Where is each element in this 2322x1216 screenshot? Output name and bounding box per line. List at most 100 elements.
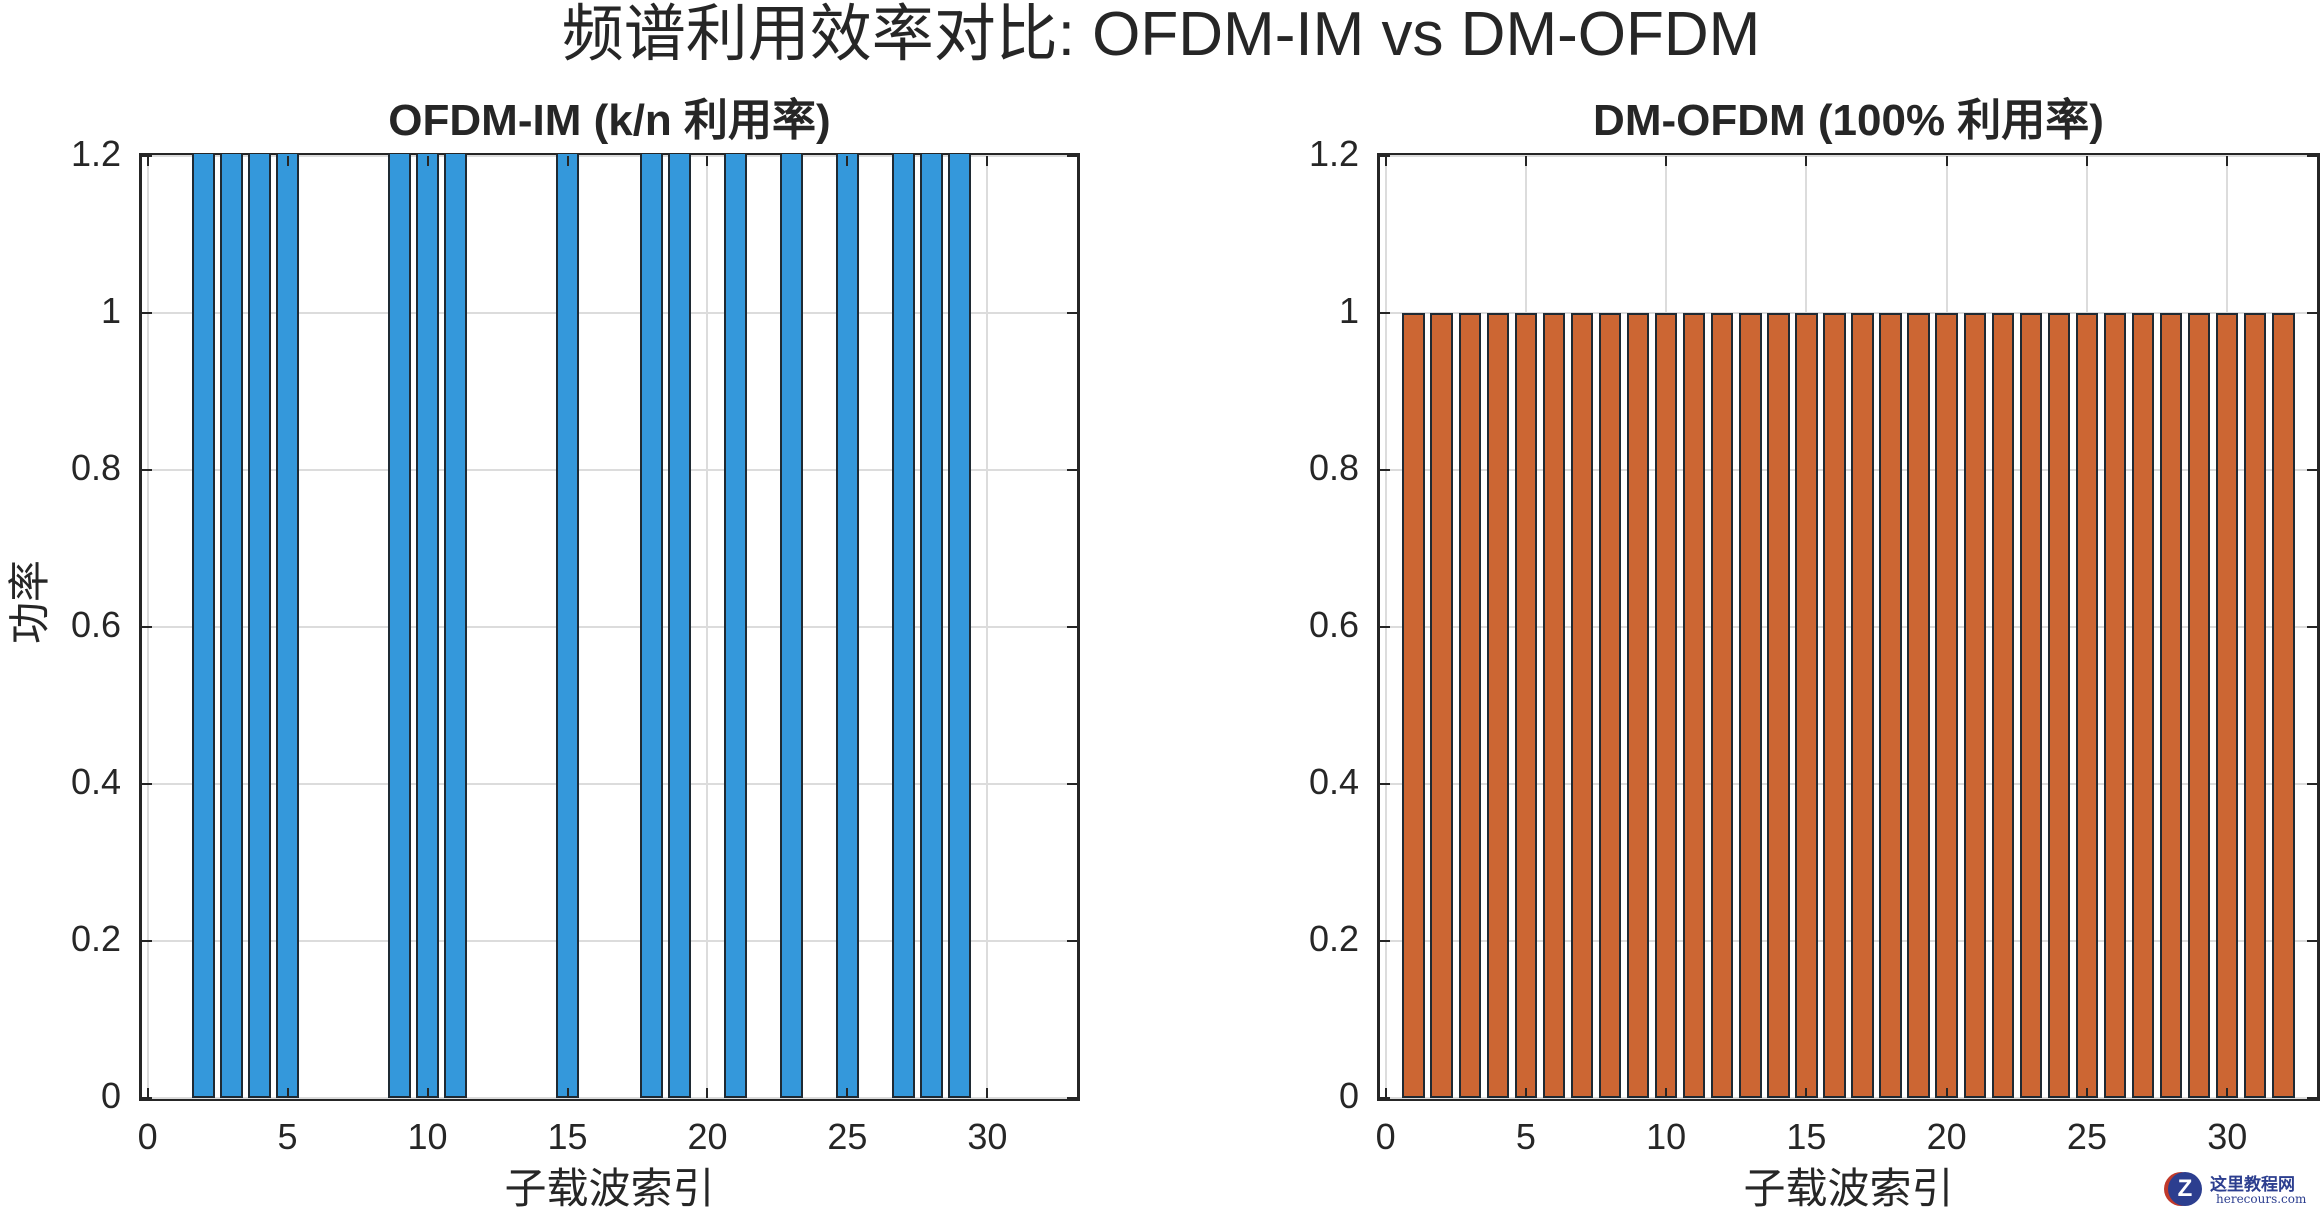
y-tick-mark (142, 626, 152, 628)
bar (1711, 313, 1734, 1098)
y-tick-mark (2307, 1097, 2317, 1099)
subplot-title: DM-OFDM (100% 利用率) (1593, 96, 2104, 145)
x-axis-label: 子载波索引 (1743, 1165, 1954, 1212)
x-tick-mark (426, 156, 429, 166)
bar (1682, 313, 1706, 1098)
x-tick-mark (1665, 156, 1668, 166)
bar (668, 154, 691, 1098)
x-tick-label: 20 (1926, 1116, 1967, 1157)
bar (416, 154, 439, 1098)
bar (640, 154, 663, 1098)
x-tick-label: 15 (1786, 1116, 1827, 1157)
x-tick-mark (2085, 1088, 2088, 1098)
bar (780, 154, 803, 1098)
bar (220, 154, 243, 1098)
y-tick-mark (2307, 940, 2317, 942)
bar (2131, 313, 2155, 1098)
x-axis-label: 子载波索引 (504, 1165, 715, 1212)
y-tick-mark (142, 940, 152, 942)
y-tick-label: 1 (1338, 290, 1359, 331)
bar (2075, 313, 2099, 1098)
y-tick-mark (1380, 783, 1390, 785)
bar (1514, 313, 1538, 1098)
watermark-cn-text: 这里教程网 (2210, 1175, 2295, 1195)
y-tick-mark (1380, 312, 1390, 314)
x-tick-mark (2226, 1088, 2229, 1098)
bar (892, 154, 915, 1098)
bar (1430, 313, 1453, 1098)
grid-line-vertical (706, 156, 709, 1098)
y-tick-mark (2307, 626, 2317, 628)
y-tick-mark (2307, 469, 2317, 471)
x-tick-label: 30 (2207, 1116, 2248, 1157)
x-tick-mark (1384, 1088, 1387, 1098)
plot-area (139, 153, 1080, 1101)
y-tick-label: 0 (1338, 1075, 1359, 1116)
y-tick-label: 0.8 (1308, 447, 1359, 488)
y-tick-label: 0.6 (1308, 604, 1359, 645)
x-tick-mark (1945, 1088, 1948, 1098)
y-tick-label: 1.2 (1308, 133, 1359, 174)
bar (1458, 313, 1481, 1098)
y-tick-mark (142, 469, 152, 471)
bar (1851, 313, 1874, 1098)
bar (1654, 313, 1678, 1098)
bar (920, 154, 943, 1098)
subplot-title: OFDM-IM (k/n 利用率) (388, 96, 831, 145)
x-tick-mark (846, 1088, 849, 1098)
y-tick-mark (142, 1097, 152, 1099)
bar (1486, 313, 1510, 1098)
y-tick-mark (142, 155, 152, 157)
grid-line-horizontal (142, 1097, 1077, 1099)
y-tick-label: 0.8 (70, 447, 121, 488)
x-tick-label: 15 (547, 1116, 588, 1157)
grid-line-horizontal (142, 626, 1077, 628)
x-tick-mark (1805, 156, 1808, 166)
y-tick-label: 0.2 (70, 918, 121, 959)
x-tick-mark (286, 1088, 289, 1098)
bar (1879, 313, 1902, 1098)
bar (2103, 313, 2127, 1098)
bar (276, 154, 299, 1098)
bar (2187, 313, 2211, 1098)
x-tick-mark (706, 156, 709, 166)
x-tick-mark (426, 1088, 429, 1098)
bar (1542, 313, 1566, 1098)
x-tick-mark (986, 156, 989, 166)
bar (1598, 313, 1622, 1098)
x-tick-mark (986, 1088, 989, 1098)
grid-line-horizontal (142, 312, 1077, 314)
grid-line-horizontal (142, 469, 1077, 471)
bar (388, 154, 411, 1098)
y-tick-mark (142, 783, 152, 785)
y-tick-mark (1067, 940, 1077, 942)
bar (2244, 313, 2267, 1098)
bar (1991, 313, 2014, 1098)
x-tick-label: 0 (1375, 1116, 1396, 1157)
bar (1795, 313, 1818, 1098)
y-tick-mark (1380, 155, 1390, 157)
y-tick-label: 0.2 (1308, 918, 1359, 959)
bar (1963, 313, 1986, 1098)
bar (1626, 313, 1650, 1098)
bar (192, 154, 215, 1098)
x-tick-mark (566, 1088, 569, 1098)
x-tick-mark (1524, 1088, 1527, 1098)
y-tick-label: 0.4 (1308, 761, 1359, 802)
y-tick-mark (142, 312, 152, 314)
y-tick-label: 0 (100, 1075, 121, 1116)
bar (2216, 313, 2239, 1098)
bar (444, 154, 467, 1098)
x-tick-mark (146, 1088, 149, 1098)
y-tick-label: 0.4 (70, 761, 121, 802)
bar (1823, 313, 1846, 1098)
bar (2047, 313, 2071, 1098)
y-tick-mark (1380, 1097, 1390, 1099)
y-tick-label: 1.2 (70, 133, 121, 174)
grid-line-horizontal (142, 155, 1077, 157)
y-tick-mark (1380, 469, 1390, 471)
watermark-url-text: herecours.com (2216, 1192, 2307, 1206)
grid-line-horizontal (1380, 940, 2317, 942)
y-tick-mark (2307, 783, 2317, 785)
plot-area (1377, 153, 2320, 1101)
